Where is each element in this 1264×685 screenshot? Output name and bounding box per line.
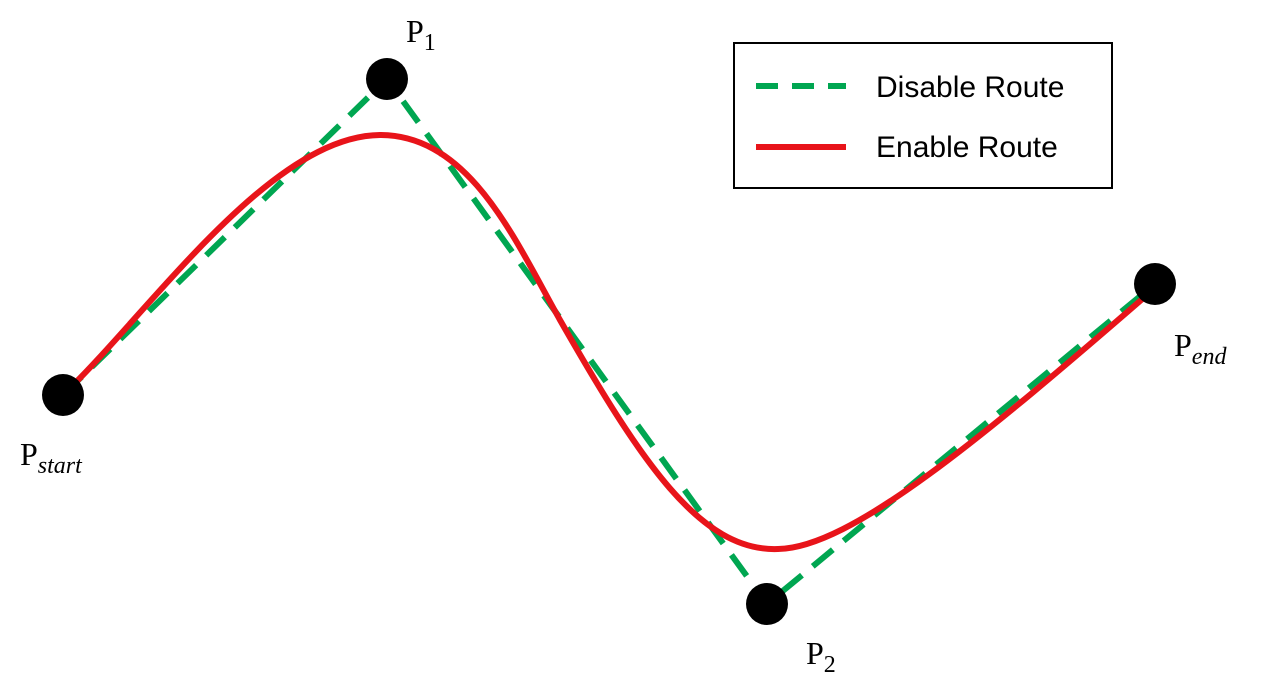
point-1-label: P1 [406, 13, 436, 56]
point-1-marker [366, 58, 408, 100]
point-end-marker [1134, 263, 1176, 305]
point-2-marker [746, 583, 788, 625]
point-end-label: Pend [1174, 327, 1227, 370]
legend-enable-label: Enable Route [876, 131, 1058, 164]
legend: Disable Route Enable Route [733, 42, 1113, 189]
point-start-marker [42, 374, 84, 416]
point-start-label: Pstart [20, 436, 83, 479]
disable-route-line [60, 76, 1157, 607]
legend-box [733, 42, 1113, 189]
legend-disable-label: Disable Route [876, 71, 1064, 104]
enable-route-curve [60, 132, 1158, 553]
point-2-label: P2 [806, 635, 836, 678]
